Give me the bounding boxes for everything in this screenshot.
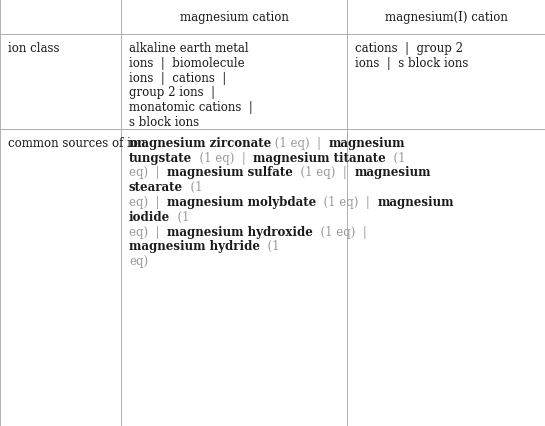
Text: eq)  |: eq) |: [129, 196, 167, 208]
Text: ion class: ion class: [8, 42, 59, 55]
Bar: [121, 0, 347, 35]
Text: magnesium(I) cation: magnesium(I) cation: [385, 11, 507, 24]
Text: magnesium zirconate: magnesium zirconate: [129, 136, 271, 150]
Text: (1: (1: [386, 151, 405, 164]
Text: group 2 ions  |: group 2 ions |: [129, 86, 215, 99]
Text: iodide: iodide: [129, 210, 170, 223]
Bar: [121, 130, 347, 426]
Bar: [0, 35, 121, 130]
Text: magnesium molybdate: magnesium molybdate: [167, 196, 316, 208]
Bar: [0, 0, 121, 35]
Text: common sources of ion: common sources of ion: [8, 136, 146, 150]
Text: magnesium cation: magnesium cation: [180, 11, 288, 24]
Text: s block ions: s block ions: [129, 116, 199, 129]
Text: tungstate: tungstate: [129, 151, 192, 164]
Text: (1 eq)  |: (1 eq) |: [293, 166, 354, 179]
Text: ions  |  biomolecule: ions | biomolecule: [129, 57, 245, 69]
Bar: [347, 130, 545, 426]
Text: (1 eq)  |: (1 eq) |: [271, 136, 329, 150]
Text: monatomic cations  |: monatomic cations |: [129, 101, 253, 114]
Text: magnesium sulfate: magnesium sulfate: [167, 166, 293, 179]
Text: eq): eq): [129, 255, 148, 268]
Text: (1 eq)  |: (1 eq) |: [316, 196, 378, 208]
Text: eq)  |: eq) |: [129, 166, 167, 179]
Text: magnesium: magnesium: [329, 136, 405, 150]
Bar: [121, 35, 347, 130]
Text: magnesium: magnesium: [378, 196, 454, 208]
Text: ions  |  s block ions: ions | s block ions: [355, 57, 469, 69]
Text: (1 eq)  |: (1 eq) |: [313, 225, 374, 238]
Bar: [0, 130, 121, 426]
Bar: [347, 35, 545, 130]
Text: eq)  |: eq) |: [129, 225, 167, 238]
Text: (1: (1: [170, 210, 190, 223]
Text: stearate: stearate: [129, 181, 183, 194]
Text: cations  |  group 2: cations | group 2: [355, 42, 463, 55]
Bar: [347, 0, 545, 35]
Text: alkaline earth metal: alkaline earth metal: [129, 42, 249, 55]
Text: (1: (1: [183, 181, 203, 194]
Text: magnesium titanate: magnesium titanate: [253, 151, 386, 164]
Text: magnesium: magnesium: [354, 166, 431, 179]
Text: ions  |  cations  |: ions | cations |: [129, 72, 226, 84]
Text: magnesium hydroxide: magnesium hydroxide: [167, 225, 313, 238]
Text: magnesium hydride: magnesium hydride: [129, 240, 260, 253]
Text: (1: (1: [260, 240, 280, 253]
Text: (1 eq)  |: (1 eq) |: [192, 151, 253, 164]
